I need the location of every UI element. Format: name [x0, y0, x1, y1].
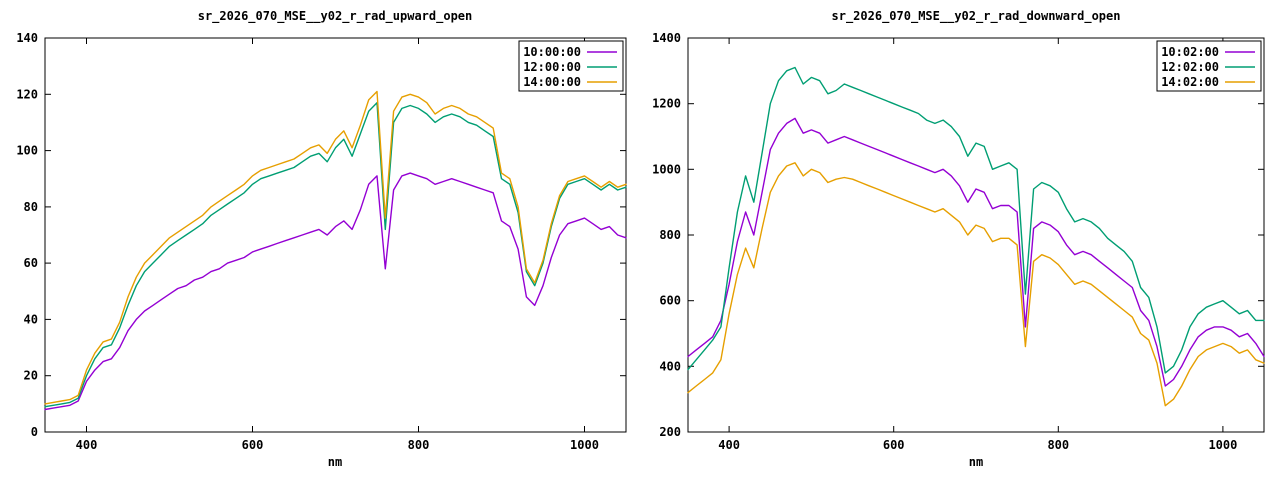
- y-tick-label: 600: [659, 294, 681, 308]
- x-tick-label: 600: [242, 438, 264, 452]
- y-tick-label: 140: [16, 31, 38, 45]
- y-tick-label: 200: [659, 425, 681, 439]
- series-line: [44, 90, 627, 405]
- plot-area: 200 400 600 800 1000 1200 1400 400 600 800 1000 10:…: [652, 31, 1265, 452]
- y-tick-label: 120: [16, 87, 38, 101]
- y-tick-label: 400: [659, 359, 681, 373]
- x-axis-label: nm: [969, 455, 983, 469]
- series-line: [44, 101, 627, 408]
- y-tick-label: 800: [659, 228, 681, 242]
- legend-label: 10:02:00: [1161, 45, 1219, 59]
- y-tick-label: 40: [24, 312, 38, 326]
- downward-radiance-chart: 200 400 600 800 1000 1200 1400 400 600 800 1000 10:…: [652, 9, 1265, 469]
- series-line: [687, 117, 1265, 387]
- plot-border: [44, 37, 627, 433]
- y-tick-label: 100: [16, 144, 38, 158]
- y-tick-label: 60: [24, 256, 38, 270]
- y-tick-label: 1200: [652, 97, 681, 111]
- x-axis-label: nm: [328, 455, 342, 469]
- y-tick-label: 0: [31, 425, 38, 439]
- legend-label: 10:00:00: [523, 45, 581, 59]
- y-tick-label: 1000: [652, 162, 681, 176]
- x-tick-label: 1000: [1208, 438, 1237, 452]
- legend-label: 12:00:00: [523, 60, 581, 74]
- legend-label: 14:00:00: [523, 75, 581, 89]
- y-tick-label: 80: [24, 200, 38, 214]
- chart-title: sr_2026_070_MSE__y02_r_rad_downward_open: [832, 9, 1121, 24]
- series-line: [44, 172, 627, 411]
- x-tick-label: 400: [76, 438, 98, 452]
- x-tick-label: 400: [718, 438, 740, 452]
- chart-title: sr_2026_070_MSE__y02_r_rad_upward_open: [198, 9, 473, 24]
- y-tick-label: 1400: [652, 31, 681, 45]
- plot-border: [687, 37, 1265, 433]
- x-tick-label: 800: [1047, 438, 1069, 452]
- x-tick-label: 800: [408, 438, 430, 452]
- legend-label: 12:02:00: [1161, 60, 1219, 74]
- y-tick-label: 20: [24, 369, 38, 383]
- x-tick-label: 600: [883, 438, 905, 452]
- series-line: [687, 162, 1265, 407]
- x-tick-label: 1000: [570, 438, 599, 452]
- legend-label: 14:02:00: [1161, 75, 1219, 89]
- series-line: [687, 66, 1265, 374]
